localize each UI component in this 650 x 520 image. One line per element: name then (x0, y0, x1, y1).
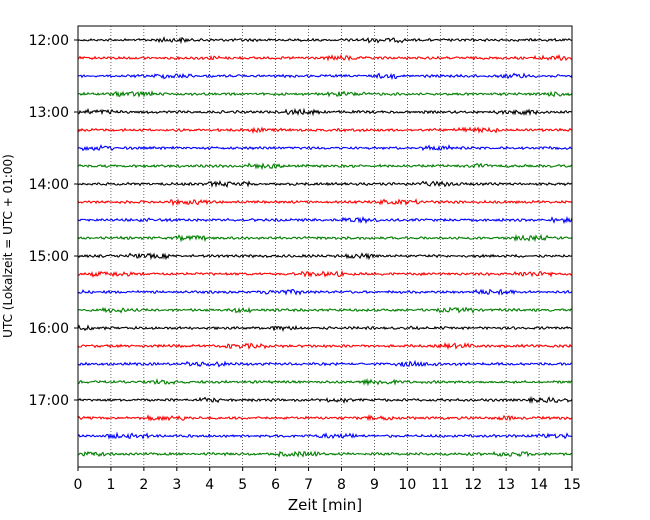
x-tick-label: 1 (106, 477, 115, 493)
x-tick-label: 6 (271, 477, 280, 493)
x-tick-label: 9 (370, 477, 379, 493)
trace-line (77, 107, 573, 117)
trace-line (77, 36, 573, 45)
y-tick-label: 14:00 (29, 177, 69, 193)
trace-line (77, 377, 573, 387)
y-tick-label: 12:00 (29, 33, 69, 49)
trace-line (77, 252, 573, 261)
trace-line (77, 359, 573, 368)
x-tick-label: 0 (74, 477, 83, 493)
seismic-traces (77, 36, 573, 459)
y-tick-label: 15:00 (29, 249, 69, 265)
x-axis-title: Zeit [min] (288, 496, 362, 514)
trace-line (77, 179, 573, 188)
y-tick-label: 16:00 (29, 321, 69, 337)
trace-line (77, 395, 573, 404)
x-tick-label: 5 (238, 477, 247, 493)
trace-line (77, 215, 573, 225)
x-tick-label: 15 (563, 477, 581, 493)
trace-line (77, 324, 573, 333)
trace-line (77, 413, 573, 422)
trace-line (77, 431, 573, 440)
trace-line (77, 53, 573, 62)
x-tick-label: 10 (398, 477, 416, 493)
trace-line (77, 233, 573, 243)
y-tick-label: 13:00 (29, 105, 69, 121)
trace-line (77, 144, 573, 152)
x-tick-label: 8 (337, 477, 346, 493)
trace-line (77, 306, 573, 314)
trace-line (77, 126, 573, 135)
y-axis-ticks: 12:00 13:00 14:00 15:00 16:00 17:00 (29, 33, 78, 409)
trace-line (77, 450, 573, 459)
y-tick-label: 17:00 (29, 393, 69, 409)
trace-line (77, 288, 573, 296)
x-tick-label: 3 (172, 477, 181, 493)
x-tick-label: 14 (530, 477, 548, 493)
trace-line (77, 198, 573, 207)
y-axis-title: UTC (Lokalzeit = UTC + 01:00) (1, 154, 15, 338)
x-tick-label: 11 (431, 477, 449, 493)
trace-line (77, 162, 573, 171)
x-tick-label: 4 (205, 477, 214, 493)
plot-frame (77, 25, 573, 468)
grid-lines (110, 26, 540, 467)
trace-line (77, 72, 573, 81)
trace-line (77, 89, 573, 98)
x-tick-label: 13 (497, 477, 515, 493)
x-axis-ticks: 0 1 2 3 4 5 6 7 8 9 10 11 12 13 14 15 (74, 467, 581, 493)
x-tick-label: 7 (304, 477, 313, 493)
x-tick-label: 2 (139, 477, 148, 493)
x-tick-label: 12 (464, 477, 482, 493)
trace-line (77, 269, 573, 278)
trace-line (77, 341, 573, 351)
